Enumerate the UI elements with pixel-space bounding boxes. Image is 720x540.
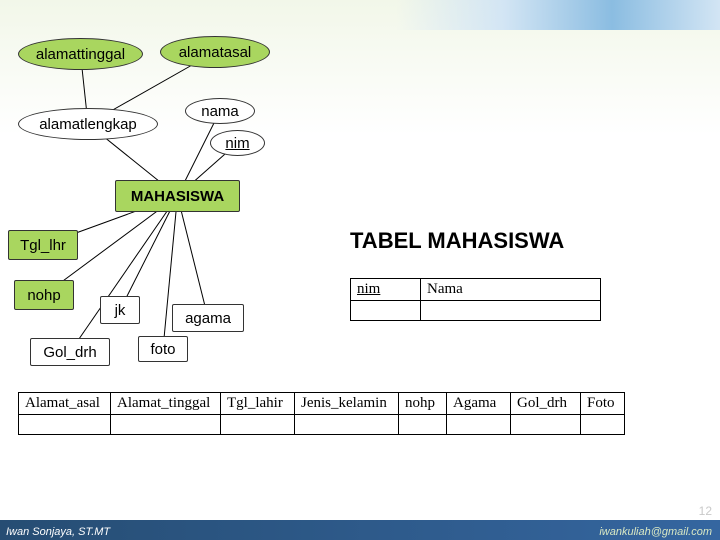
node-gol_drh: Gol_drh bbox=[30, 338, 110, 366]
cell bbox=[447, 415, 511, 435]
col-header: Nama bbox=[421, 279, 601, 301]
col-header: Alamat_asal bbox=[19, 393, 111, 415]
edge-lines bbox=[0, 0, 720, 540]
node-nim: nim bbox=[210, 130, 265, 156]
node-label: Gol_drh bbox=[43, 344, 96, 361]
cell bbox=[581, 415, 625, 435]
cell bbox=[511, 415, 581, 435]
node-label: nim bbox=[225, 135, 249, 152]
table-row bbox=[351, 301, 601, 321]
col-header: Foto bbox=[581, 393, 625, 415]
node-label: nohp bbox=[27, 287, 60, 304]
table-mahasiswa-1: nimNama bbox=[350, 278, 601, 321]
table-mahasiswa-2: Alamat_asalAlamat_tinggalTgl_lahirJenis_… bbox=[18, 392, 625, 435]
col-header: nim bbox=[351, 279, 421, 301]
node-alamattinggal: alamattinggal bbox=[18, 38, 143, 70]
col-header: Tgl_lahir bbox=[221, 393, 295, 415]
col-header: Jenis_kelamin bbox=[295, 393, 399, 415]
col-header: Alamat_tinggal bbox=[111, 393, 221, 415]
cell bbox=[399, 415, 447, 435]
node-nama: nama bbox=[185, 98, 255, 124]
node-jk: jk bbox=[100, 296, 140, 324]
cell bbox=[351, 301, 421, 321]
node-alamatasal: alamatasal bbox=[160, 36, 270, 68]
node-label: Tgl_lhr bbox=[20, 237, 66, 254]
node-foto: foto bbox=[138, 336, 188, 362]
node-label: alamattinggal bbox=[36, 46, 125, 63]
node-entity: MAHASISWA bbox=[115, 180, 240, 212]
cell bbox=[295, 415, 399, 435]
footer-bar: Iwan Sonjaya, ST.MT iwankuliah@gmail.com bbox=[0, 520, 720, 540]
node-label: nama bbox=[201, 103, 239, 120]
table-row bbox=[19, 415, 625, 435]
node-label: alamatlengkap bbox=[39, 116, 137, 133]
node-label: agama bbox=[185, 310, 231, 327]
col-header: Agama bbox=[447, 393, 511, 415]
slide: MAHASISWA alamattinggal alamatasal alamatle… bbox=[0, 0, 720, 540]
top-decoration bbox=[0, 0, 720, 30]
col-header: Gol_drh bbox=[511, 393, 581, 415]
cell bbox=[421, 301, 601, 321]
cell bbox=[111, 415, 221, 435]
footer-email: iwankuliah@gmail.com bbox=[599, 526, 712, 538]
table-heading: TABEL MAHASISWA bbox=[350, 228, 564, 254]
cell bbox=[221, 415, 295, 435]
page-number: 12 bbox=[699, 504, 712, 518]
node-nohp: nohp bbox=[14, 280, 74, 310]
node-label: MAHASISWA bbox=[131, 188, 224, 205]
node-agama: agama bbox=[172, 304, 244, 332]
footer-author: Iwan Sonjaya, ST.MT bbox=[6, 526, 110, 538]
col-header: nohp bbox=[399, 393, 447, 415]
node-tgl_lhr: Tgl_lhr bbox=[8, 230, 78, 260]
node-label: alamatasal bbox=[179, 44, 252, 61]
node-label: jk bbox=[115, 302, 126, 319]
node-label: foto bbox=[150, 341, 175, 358]
node-alamatlengkap: alamatlengkap bbox=[18, 108, 158, 140]
cell bbox=[19, 415, 111, 435]
